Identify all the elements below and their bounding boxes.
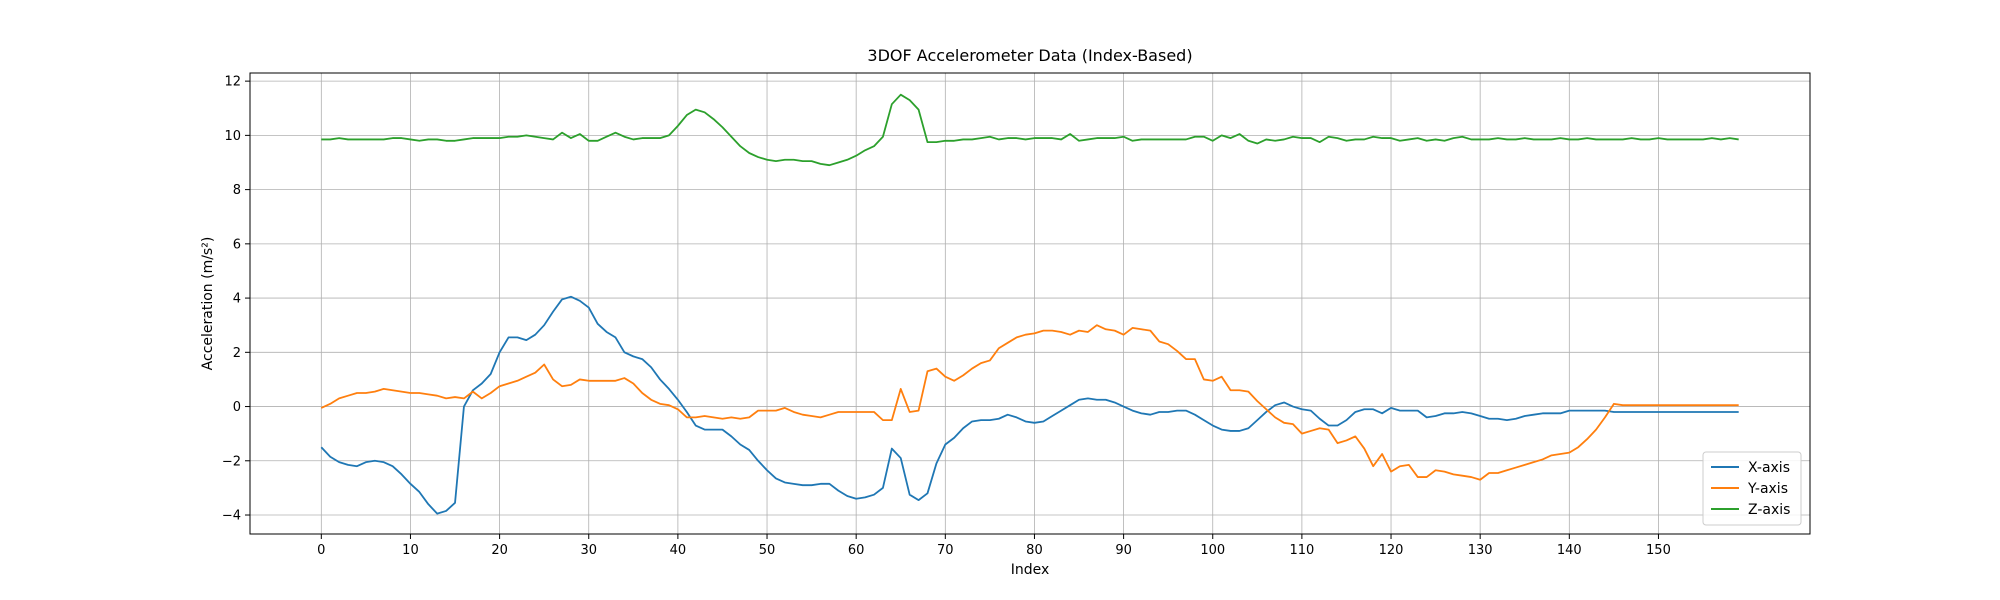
x-tick-label: 50	[759, 543, 776, 558]
series-line-z-axis	[321, 93, 1739, 167]
x-tick-label: 90	[1115, 543, 1132, 558]
x-axis-ticks: 0 10 20 30 40 50 60 70 80 90 100 110 120 130 140 150	[317, 534, 1671, 558]
grid	[250, 73, 1810, 534]
y-tick-label: 12	[224, 75, 241, 90]
y-tick-label: 10	[224, 129, 241, 144]
series-line-y-axis	[320, 324, 1739, 481]
x-tick-label: 130	[1468, 543, 1493, 558]
legend-label: Z-axis	[1748, 502, 1790, 518]
y-tick-label: 0	[233, 400, 241, 415]
x-tick-label: 140	[1557, 543, 1582, 558]
x-tick-label: 120	[1379, 543, 1404, 558]
y-tick-label: 6	[233, 237, 241, 252]
x-tick-label: 150	[1646, 543, 1671, 558]
x-tick-label: 0	[317, 543, 325, 558]
y-tick-label: −4	[222, 509, 241, 524]
chart-title: 3DOF Accelerometer Data (Index-Based)	[867, 46, 1192, 65]
x-tick-label: 100	[1200, 543, 1225, 558]
legend-box	[1702, 451, 1802, 526]
series-lines	[320, 93, 1739, 515]
y-axis-label: Acceleration (m/s²)	[200, 237, 216, 371]
y-tick-label: 2	[233, 346, 241, 361]
x-tick-label: 40	[670, 543, 687, 558]
legend-label: X-axis	[1748, 460, 1790, 476]
y-tick-label: −2	[222, 454, 241, 469]
y-tick-label: 4	[233, 292, 241, 307]
x-axis-label: Index	[1011, 562, 1050, 578]
x-tick-label: 20	[491, 543, 508, 558]
x-tick-label: 60	[848, 543, 865, 558]
x-tick-label: 30	[580, 543, 597, 558]
y-axis-ticks: −4 −2 0 2 4 6 8 10 12	[222, 75, 250, 524]
series-line-x-axis	[320, 295, 1739, 515]
legend-label: Y-axis	[1747, 481, 1788, 497]
x-tick-label: 10	[402, 543, 419, 558]
plot-frame	[249, 72, 1811, 535]
x-tick-label: 80	[1026, 543, 1043, 558]
legend: X-axis Y-axis Z-axis	[1702, 451, 1802, 526]
x-tick-label: 110	[1289, 543, 1314, 558]
x-tick-label: 70	[937, 543, 954, 558]
y-tick-label: 8	[233, 183, 241, 198]
